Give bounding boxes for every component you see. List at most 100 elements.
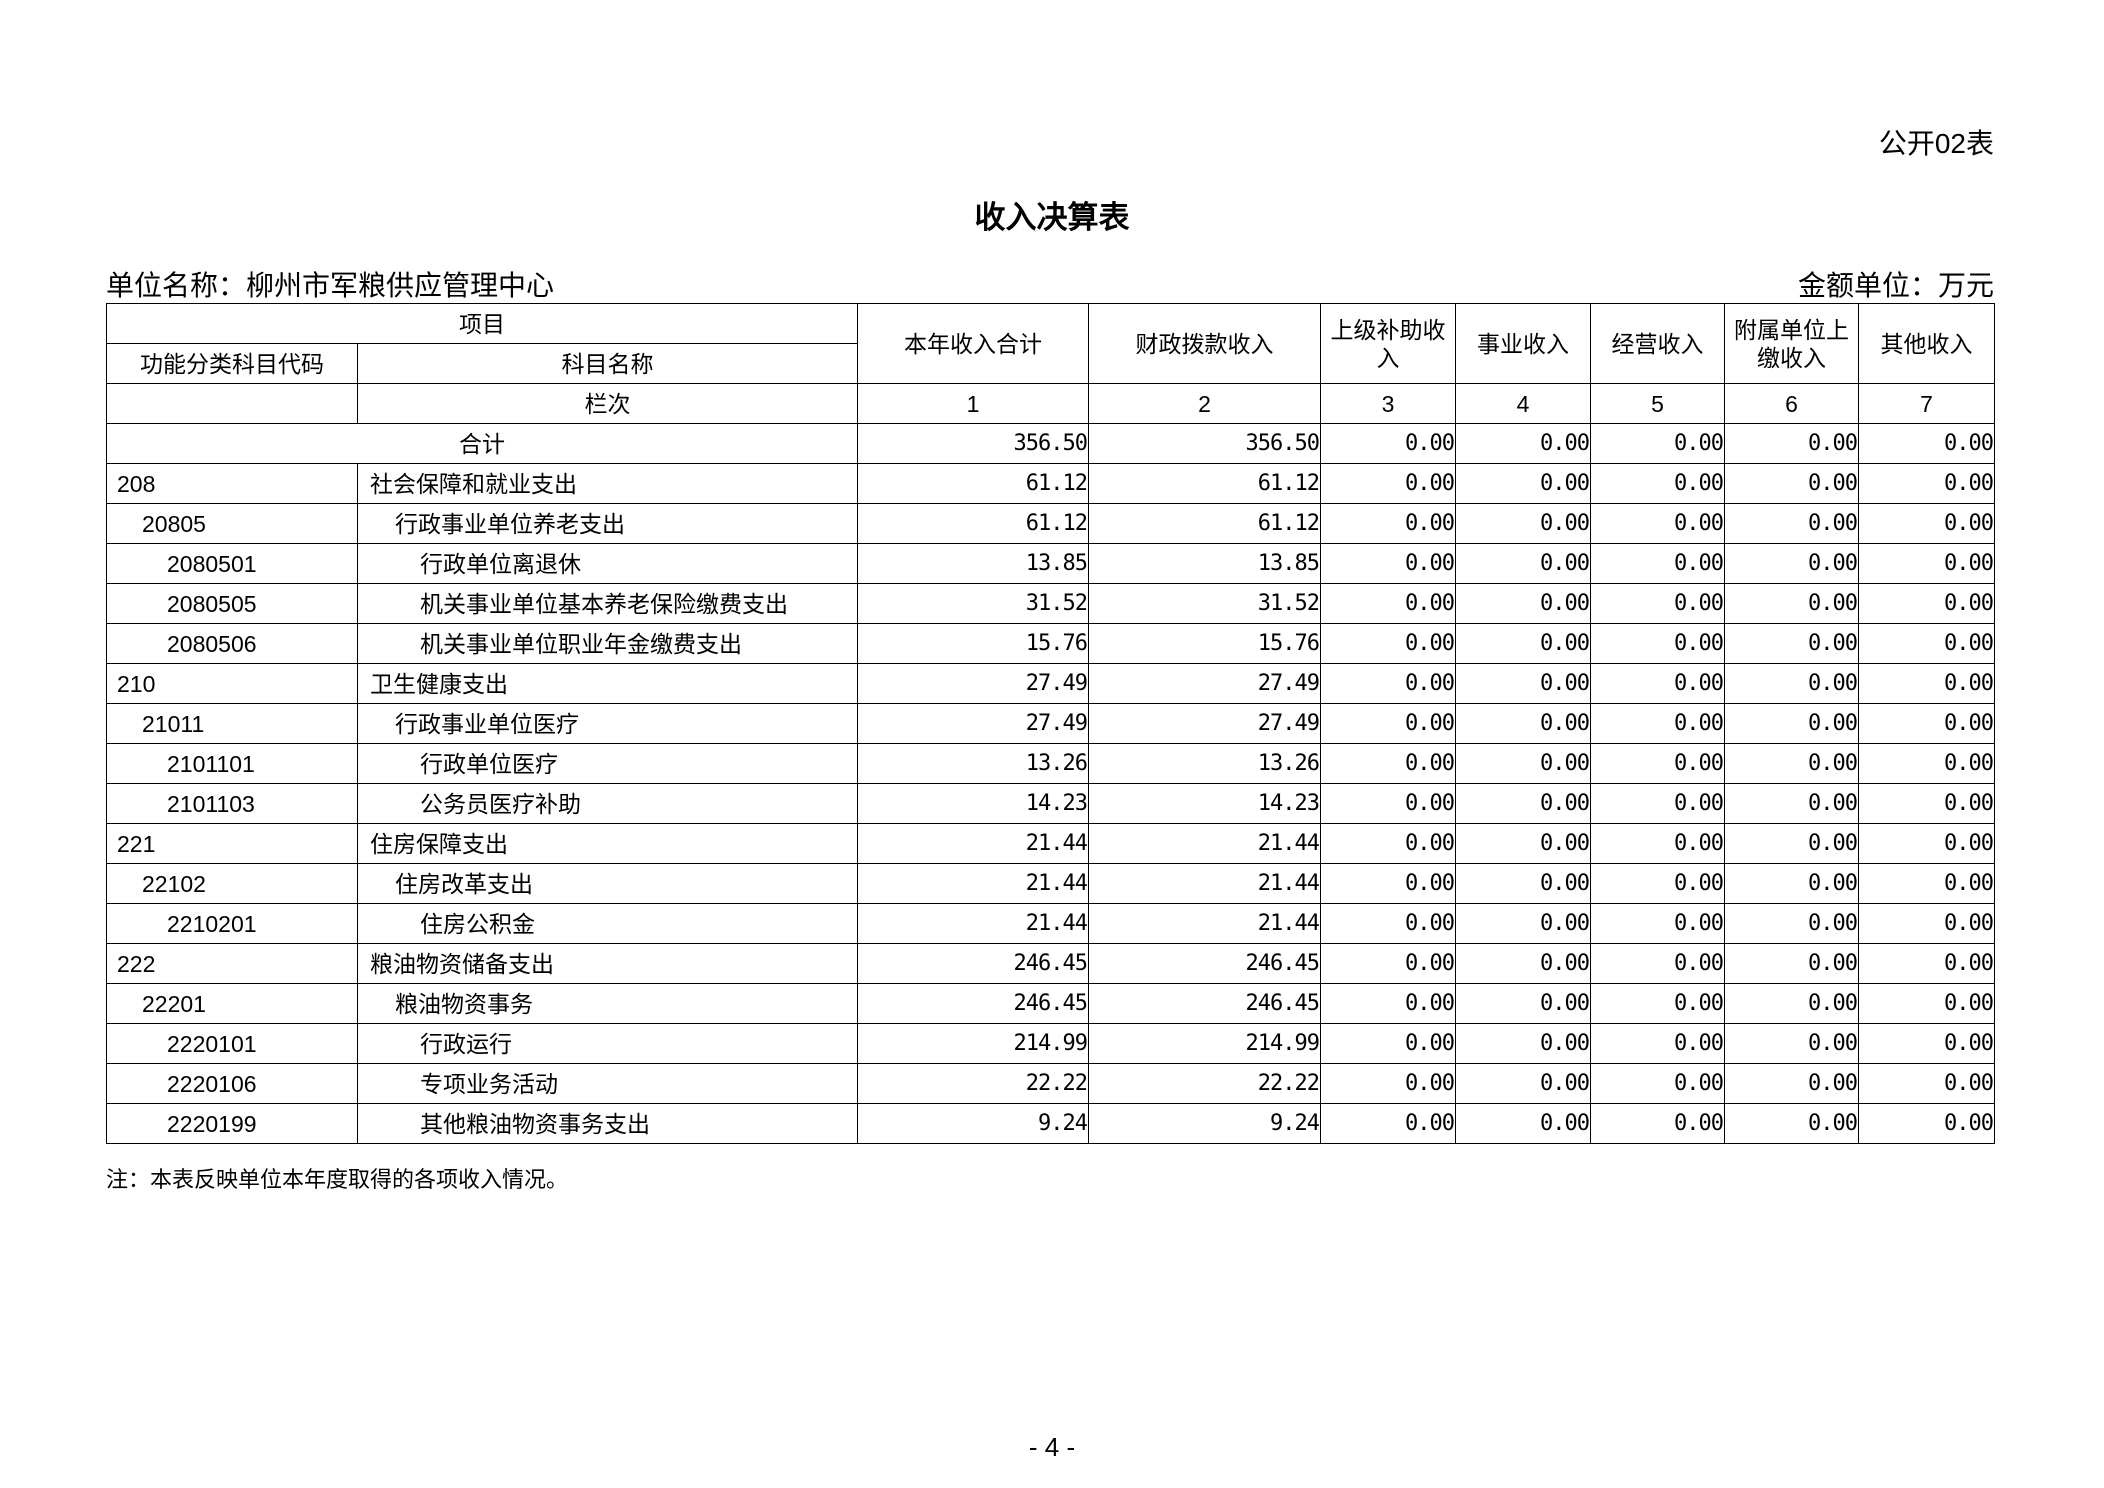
table-row: 208 社会保障和就业支出 61.12 61.12 0.00 0.00 0.00 0.00 0.… <box>106 463 1995 504</box>
subject-code: 21011 <box>106 703 358 744</box>
amount-unit: 金额单位：万元 <box>1797 270 1994 301</box>
amount: 0.00 <box>1858 823 1995 864</box>
table-row: 21011 行政事业单位医疗 27.49 27.49 0.00 0.00 0.00 0.00 0… <box>106 703 1995 744</box>
subject-code: 2080506 <box>106 623 358 664</box>
header-cell: 上级补助收入 <box>1320 303 1456 384</box>
column-number: 2 <box>1088 383 1321 424</box>
amount: 0.00 <box>1455 743 1591 784</box>
note: 注：本表反映单位本年度取得的各项收入情况。 <box>106 1167 569 1192</box>
subject-code: 208 <box>106 463 358 504</box>
table-row: 22102 住房改革支出 21.44 21.44 0.00 0.00 0.00 0.00 0.0… <box>106 863 1995 904</box>
amount: 0.00 <box>1590 423 1725 464</box>
amount: 0.00 <box>1320 1023 1456 1064</box>
header-cell: 项目 <box>106 303 858 344</box>
amount: 0.00 <box>1724 543 1859 584</box>
subject-name: 机关事业单位基本养老保险缴费支出 <box>357 583 858 624</box>
amount: 27.49 <box>857 703 1089 744</box>
amount: 0.00 <box>1590 623 1725 664</box>
subject-code: 222 <box>106 943 358 984</box>
amount: 0.00 <box>1455 823 1591 864</box>
subject-code: 2220106 <box>106 1063 358 1104</box>
amount: 0.00 <box>1320 583 1456 624</box>
amount: 0.00 <box>1320 423 1456 464</box>
amount: 0.00 <box>1858 1103 1995 1144</box>
header-cell: 事业收入 <box>1455 303 1591 384</box>
amount: 0.00 <box>1590 1103 1725 1144</box>
subject-name: 住房公积金 <box>357 903 858 944</box>
subject-name: 卫生健康支出 <box>357 663 858 704</box>
amount: 0.00 <box>1724 1063 1859 1104</box>
amount: 0.00 <box>1590 943 1725 984</box>
amount: 0.00 <box>1320 943 1456 984</box>
amount: 0.00 <box>1320 823 1456 864</box>
table-row: 2101103 公务员医疗补助 14.23 14.23 0.00 0.00 0.00 0.00… <box>106 783 1995 824</box>
subject-code: 20805 <box>106 503 358 544</box>
table-row: 210 卫生健康支出 27.49 27.49 0.00 0.00 0.00 0.00 0.00 <box>106 663 1995 704</box>
amount: 0.00 <box>1455 1103 1591 1144</box>
amount: 21.44 <box>1088 823 1321 864</box>
subject-name: 行政事业单位养老支出 <box>357 503 858 544</box>
amount: 0.00 <box>1455 1023 1591 1064</box>
amount: 0.00 <box>1320 663 1456 704</box>
amount: 0.00 <box>1858 503 1995 544</box>
amount: 0.00 <box>1724 863 1859 904</box>
amount: 246.45 <box>857 943 1089 984</box>
amount: 0.00 <box>1455 703 1591 744</box>
table-row: 栏次 1 2 3 4 5 6 7 <box>106 383 1995 424</box>
subject-code: 2080501 <box>106 543 358 584</box>
table-row: 2220101 行政运行 214.99 214.99 0.00 0.00 0.00 0.00 0… <box>106 1023 1995 1064</box>
amount: 0.00 <box>1590 743 1725 784</box>
amount: 356.50 <box>1088 423 1321 464</box>
amount: 9.24 <box>857 1103 1089 1144</box>
amount: 0.00 <box>1858 623 1995 664</box>
amount: 31.52 <box>857 583 1089 624</box>
table-row: 项目 本年收入合计 财政拨款收入 上级补助收入 事业收入 经营收入 附属单位上缴收入 其他收入 <box>106 303 1995 384</box>
subject-name: 行政单位医疗 <box>357 743 858 784</box>
amount: 21.44 <box>1088 903 1321 944</box>
amount: 0.00 <box>1455 463 1591 504</box>
amount: 13.85 <box>857 543 1089 584</box>
amount: 0.00 <box>1858 543 1995 584</box>
header-cell: 科目名称 <box>357 343 858 384</box>
amount: 61.12 <box>857 463 1089 504</box>
amount: 61.12 <box>857 503 1089 544</box>
table-row: 2210201 住房公积金 21.44 21.44 0.00 0.00 0.00 0.00 0.… <box>106 903 1995 944</box>
amount: 0.00 <box>1590 503 1725 544</box>
amount: 0.00 <box>1590 903 1725 944</box>
amount: 14.23 <box>1088 783 1321 824</box>
table-row: 22201 粮油物资事务 246.45 246.45 0.00 0.00 0.00 0.00 0… <box>106 983 1995 1024</box>
amount: 0.00 <box>1455 623 1591 664</box>
amount: 0.00 <box>1724 703 1859 744</box>
subject-name: 其他粮油物资事务支出 <box>357 1103 858 1144</box>
subject-code: 2080505 <box>106 583 358 624</box>
subject-name: 机关事业单位职业年金缴费支出 <box>357 623 858 664</box>
amount: 0.00 <box>1858 903 1995 944</box>
amount: 356.50 <box>857 423 1089 464</box>
amount: 0.00 <box>1858 423 1995 464</box>
subject-code: 2210201 <box>106 903 358 944</box>
subject-name: 粮油物资储备支出 <box>357 943 858 984</box>
amount: 0.00 <box>1590 463 1725 504</box>
subject-code: 2220199 <box>106 1103 358 1144</box>
header-cell: 经营收入 <box>1590 303 1725 384</box>
amount: 21.44 <box>1088 863 1321 904</box>
amount: 0.00 <box>1320 903 1456 944</box>
amount: 0.00 <box>1455 863 1591 904</box>
amount: 0.00 <box>1724 423 1859 464</box>
header-cell: 功能分类科目代码 <box>106 343 358 384</box>
header-cell: 财政拨款收入 <box>1088 303 1321 384</box>
amount: 0.00 <box>1455 423 1591 464</box>
header-cell: 附属单位上缴收入 <box>1724 303 1859 384</box>
column-number: 3 <box>1320 383 1456 424</box>
amount: 0.00 <box>1590 783 1725 824</box>
subject-code: 221 <box>106 823 358 864</box>
amount: 0.00 <box>1590 583 1725 624</box>
table-row: 2220106 专项业务活动 22.22 22.22 0.00 0.00 0.00 0.00 0… <box>106 1063 1995 1104</box>
column-number: 4 <box>1455 383 1591 424</box>
amount: 13.85 <box>1088 543 1321 584</box>
amount: 27.49 <box>1088 703 1321 744</box>
subject-code: 22102 <box>106 863 358 904</box>
total-label: 合计 <box>106 423 858 464</box>
amount: 246.45 <box>857 983 1089 1024</box>
empty-cell <box>106 383 358 424</box>
